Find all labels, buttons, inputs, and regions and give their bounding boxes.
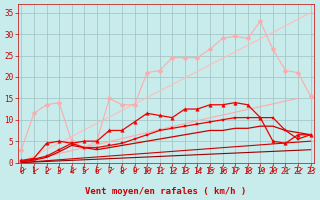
X-axis label: Vent moyen/en rafales ( km/h ): Vent moyen/en rafales ( km/h ) xyxy=(85,187,247,196)
